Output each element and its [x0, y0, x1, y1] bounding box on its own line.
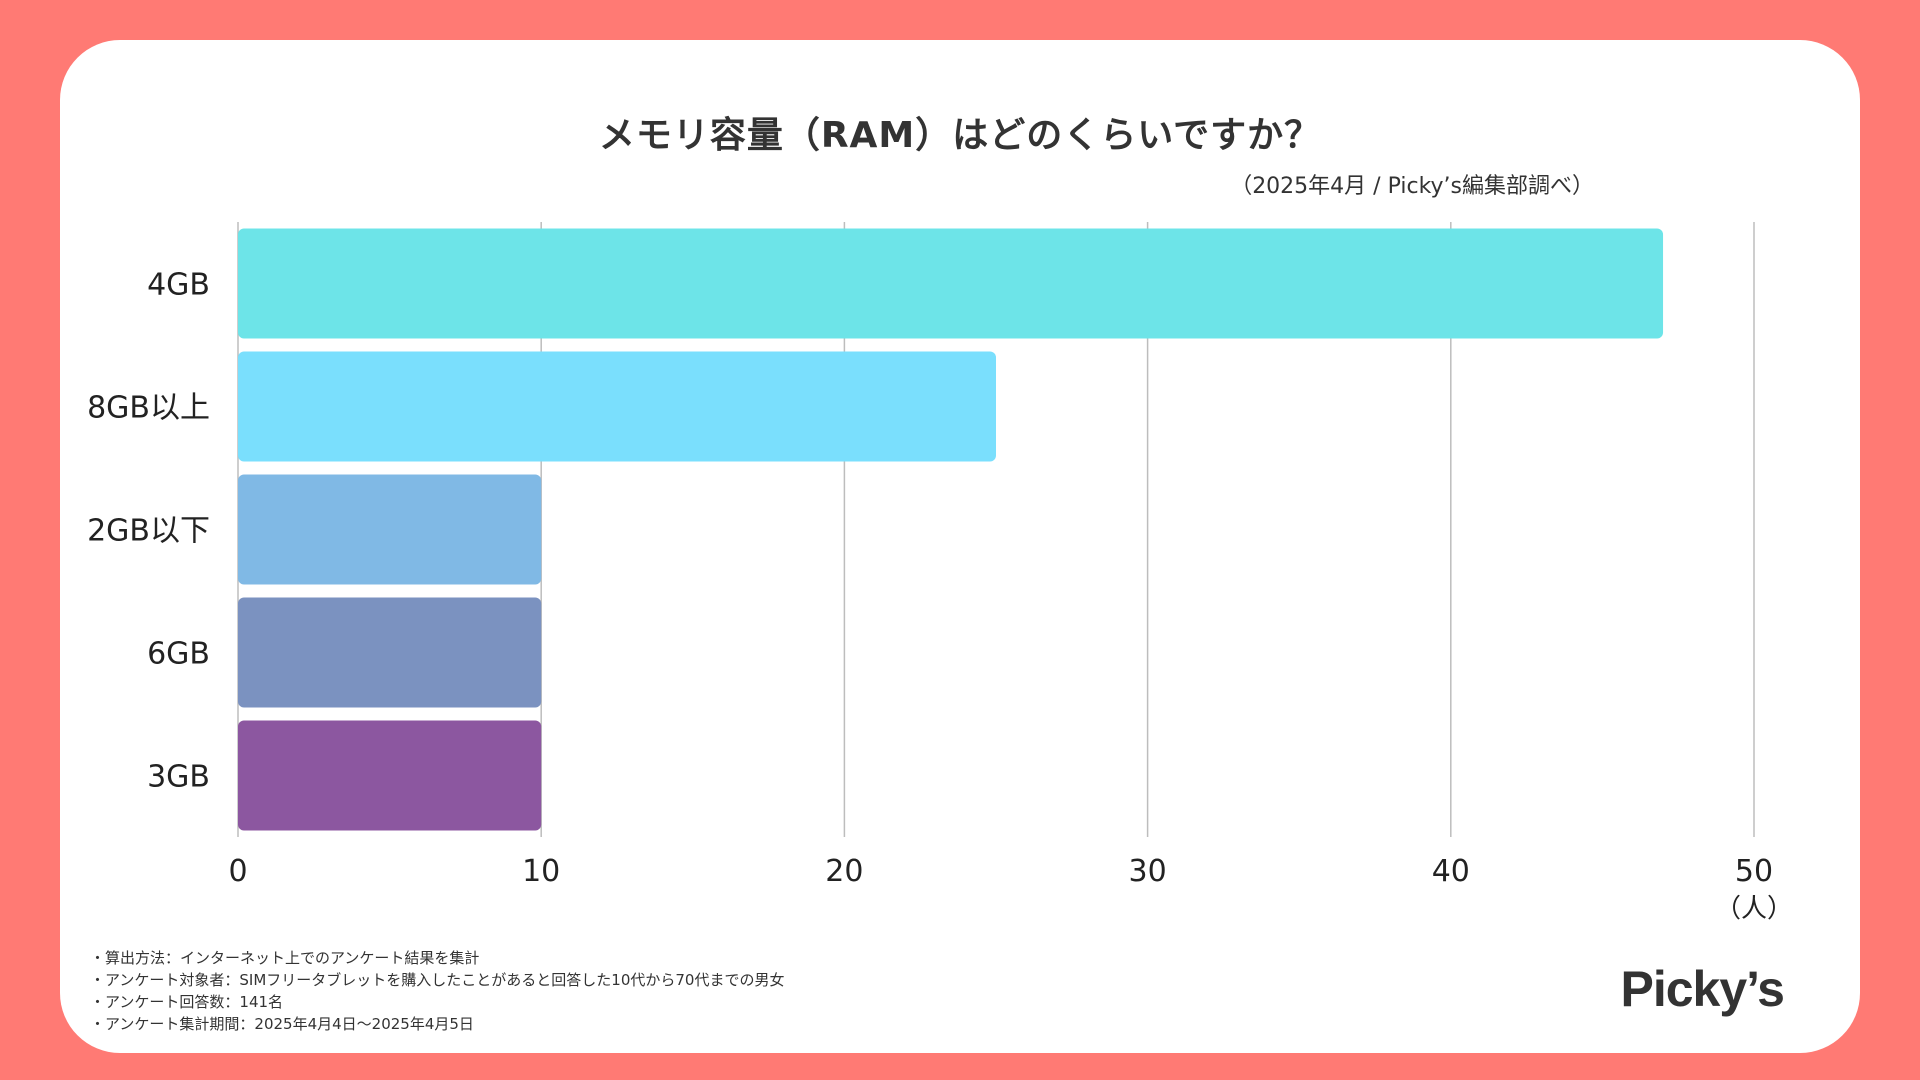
chart-source: （2025年4月 / Picky’s編集部調べ） [1230, 174, 1594, 199]
x-tick-label: 0 [228, 854, 247, 889]
x-tick-label: 20 [825, 854, 863, 889]
chart-card: メモリ容量（RAM）はどのくらいですか？ （2025年4月 / Picky’s編… [60, 40, 1860, 1053]
x-tick-label: 10 [522, 854, 560, 889]
category-label: 2GB以下 [87, 514, 210, 549]
brand-logo: Picky’s [1620, 961, 1785, 1017]
category-label: 6GB [147, 637, 210, 672]
bar [238, 597, 542, 708]
category-label: 4GB [147, 268, 210, 303]
bar [238, 351, 996, 462]
category-label: 3GB [147, 760, 210, 795]
x-tick-label: 40 [1432, 854, 1470, 889]
note-count: ・アンケート回答数：141名 [90, 993, 284, 1011]
x-unit-label: （人） [1715, 894, 1793, 924]
survey-notes: ・算出方法：インターネット上でのアンケート結果を集計 ・アンケート対象者：SIM… [90, 947, 784, 1035]
chart-title: メモリ容量（RAM）はどのくらいですか？ [598, 115, 1322, 156]
bar [238, 720, 542, 831]
note-target: ・アンケート対象者：SIMフリータブレットを購入したことがあると回答した10代か… [90, 971, 785, 989]
x-tick-label: 30 [1129, 854, 1167, 889]
bar [238, 228, 1664, 339]
bar [238, 474, 542, 585]
x-tick-label: 50 [1735, 854, 1773, 889]
note-period: ・アンケート集計期間：2025年4月4日〜2025年4月5日 [90, 1015, 474, 1033]
category-label: 8GB以上 [87, 391, 210, 426]
note-method: ・算出方法：インターネット上でのアンケート結果を集計 [90, 949, 480, 967]
bar-chart: 4GB 8GB以上 2GB以下 6GB 3GB 0 10 20 30 40 50 （人） [87, 222, 1793, 924]
